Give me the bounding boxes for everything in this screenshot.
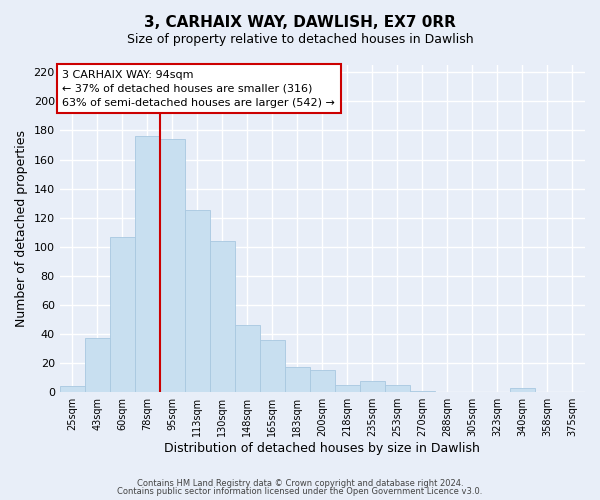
Bar — [510, 388, 535, 392]
Text: Contains HM Land Registry data © Crown copyright and database right 2024.: Contains HM Land Registry data © Crown c… — [137, 478, 463, 488]
Bar — [235, 326, 260, 392]
Text: 3 CARHAIX WAY: 94sqm
← 37% of detached houses are smaller (316)
63% of semi-deta: 3 CARHAIX WAY: 94sqm ← 37% of detached h… — [62, 70, 335, 108]
Text: Size of property relative to detached houses in Dawlish: Size of property relative to detached ho… — [127, 32, 473, 46]
Bar — [410, 391, 435, 392]
Bar — [385, 385, 410, 392]
Bar — [260, 340, 285, 392]
Bar — [335, 385, 360, 392]
Bar — [360, 380, 385, 392]
Bar — [210, 241, 235, 392]
Bar — [110, 236, 135, 392]
Text: 3, CARHAIX WAY, DAWLISH, EX7 0RR: 3, CARHAIX WAY, DAWLISH, EX7 0RR — [144, 15, 456, 30]
X-axis label: Distribution of detached houses by size in Dawlish: Distribution of detached houses by size … — [164, 442, 480, 455]
Y-axis label: Number of detached properties: Number of detached properties — [15, 130, 28, 327]
Bar — [185, 210, 210, 392]
Bar — [135, 136, 160, 392]
Bar — [310, 370, 335, 392]
Text: Contains public sector information licensed under the Open Government Licence v3: Contains public sector information licen… — [118, 487, 482, 496]
Bar — [59, 386, 85, 392]
Bar — [85, 338, 110, 392]
Bar — [285, 368, 310, 392]
Bar — [160, 139, 185, 392]
